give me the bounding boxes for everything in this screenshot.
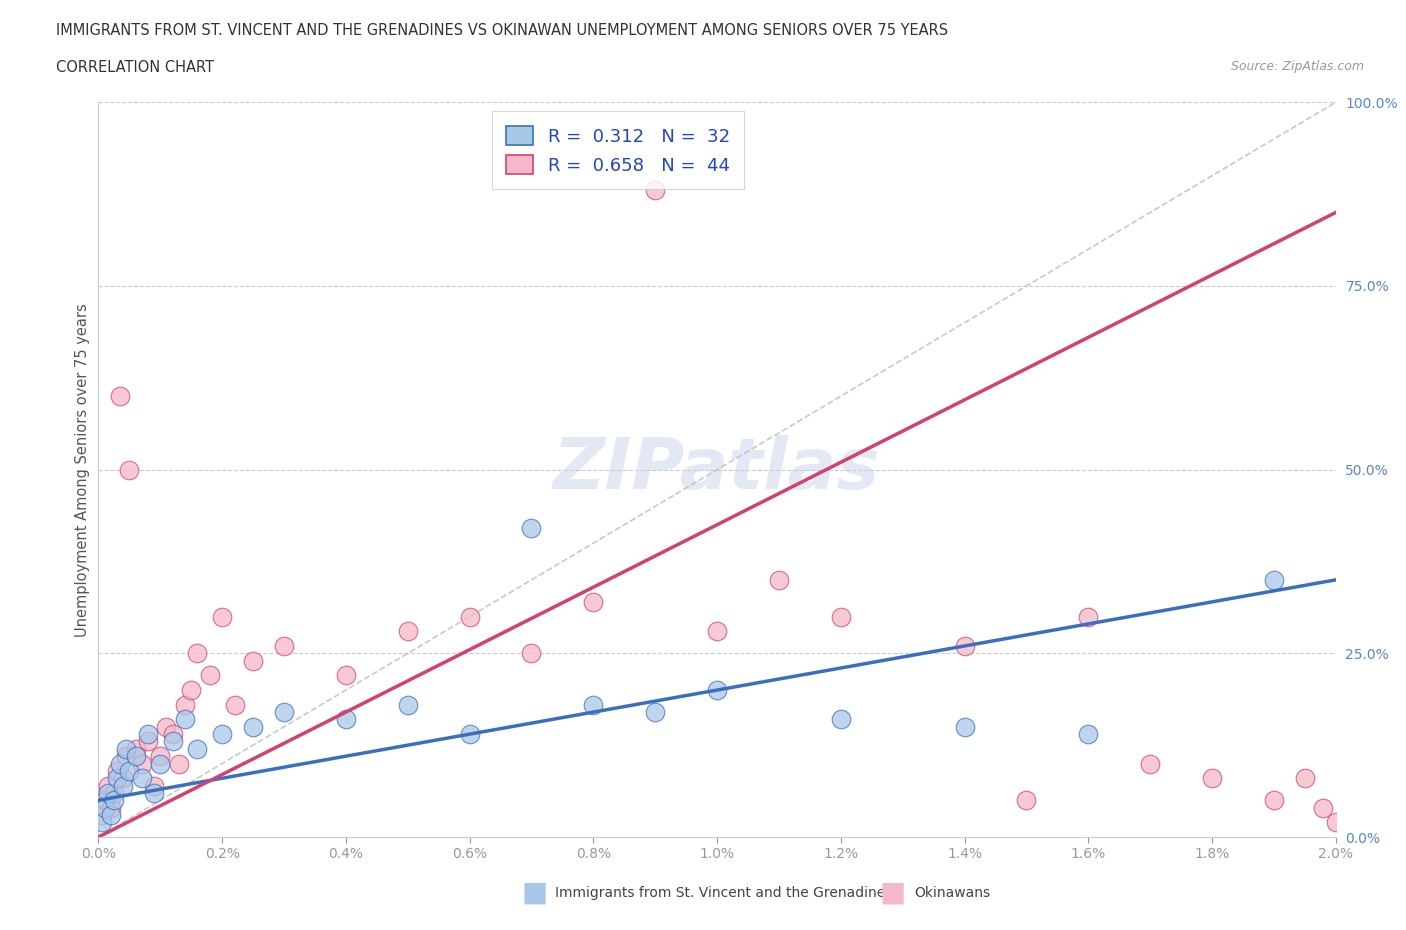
Point <box>118 764 141 778</box>
Point <box>1077 726 1099 741</box>
Point <box>273 639 295 654</box>
Point <box>167 756 190 771</box>
Point <box>100 807 122 822</box>
Point <box>90 807 112 822</box>
Text: IMMIGRANTS FROM ST. VINCENT AND THE GRENADINES VS OKINAWAN UNEMPLOYMENT AMONG SE: IMMIGRANTS FROM ST. VINCENT AND THE GREN… <box>56 23 949 38</box>
Text: Immigrants from St. Vincent and the Grenadines: Immigrants from St. Vincent and the Gren… <box>555 885 893 900</box>
Point <box>706 624 728 639</box>
Point <box>520 521 543 536</box>
Point <box>224 698 246 712</box>
Point <box>136 734 159 749</box>
Point <box>1324 815 1347 830</box>
Point <box>124 749 146 764</box>
Point <box>1139 756 1161 771</box>
Point <box>143 786 166 801</box>
Point <box>162 726 184 741</box>
Point <box>149 756 172 771</box>
Point <box>1312 800 1334 815</box>
Point <box>1201 771 1223 786</box>
Point <box>124 741 146 756</box>
Point <box>458 726 481 741</box>
Point <box>953 720 976 735</box>
Point <box>149 749 172 764</box>
Point <box>93 792 115 807</box>
Text: Source: ZipAtlas.com: Source: ZipAtlas.com <box>1230 60 1364 73</box>
Point <box>1015 792 1038 807</box>
Text: Okinawans: Okinawans <box>914 885 990 900</box>
Point <box>108 389 131 404</box>
Point <box>242 653 264 668</box>
Point <box>582 698 605 712</box>
Point <box>105 771 128 786</box>
Point <box>1294 771 1316 786</box>
Point <box>953 639 976 654</box>
Point <box>90 815 112 830</box>
Point <box>644 705 666 720</box>
Point <box>108 756 131 771</box>
Point <box>118 462 141 477</box>
Text: CORRELATION CHART: CORRELATION CHART <box>56 60 214 75</box>
Point <box>396 698 419 712</box>
Point <box>198 668 221 683</box>
Point <box>105 764 128 778</box>
Point <box>112 771 135 786</box>
Point <box>131 756 153 771</box>
Point <box>143 778 166 793</box>
Text: ZIPatlas: ZIPatlas <box>554 435 880 504</box>
Point <box>1263 792 1285 807</box>
Point <box>830 609 852 624</box>
Point <box>1077 609 1099 624</box>
Point <box>136 726 159 741</box>
Point <box>115 741 138 756</box>
Point <box>335 712 357 727</box>
Point <box>93 800 115 815</box>
Point <box>335 668 357 683</box>
Point <box>768 573 790 588</box>
Point <box>97 786 120 801</box>
Y-axis label: Unemployment Among Seniors over 75 years: Unemployment Among Seniors over 75 years <box>75 303 90 636</box>
Legend: R =  0.312   N =  32, R =  0.658   N =  44: R = 0.312 N = 32, R = 0.658 N = 44 <box>492 112 744 189</box>
Point <box>103 786 125 801</box>
Point <box>1263 573 1285 588</box>
Text: ■: ■ <box>880 879 905 907</box>
Point <box>115 749 138 764</box>
Point <box>830 712 852 727</box>
Point <box>211 726 233 741</box>
Point <box>211 609 233 624</box>
Point <box>131 771 153 786</box>
Point <box>458 609 481 624</box>
Point <box>174 698 197 712</box>
Point <box>706 683 728 698</box>
Point <box>103 792 125 807</box>
Point <box>180 683 202 698</box>
Point <box>582 594 605 609</box>
Point <box>155 720 177 735</box>
Point <box>273 705 295 720</box>
Point <box>174 712 197 727</box>
Point <box>644 183 666 198</box>
Point <box>186 741 208 756</box>
Point <box>242 720 264 735</box>
Point <box>162 734 184 749</box>
Point <box>520 645 543 660</box>
Point <box>396 624 419 639</box>
Point <box>100 800 122 815</box>
Point <box>186 645 208 660</box>
Point <box>112 778 135 793</box>
Point <box>97 778 120 793</box>
Text: ■: ■ <box>522 879 547 907</box>
